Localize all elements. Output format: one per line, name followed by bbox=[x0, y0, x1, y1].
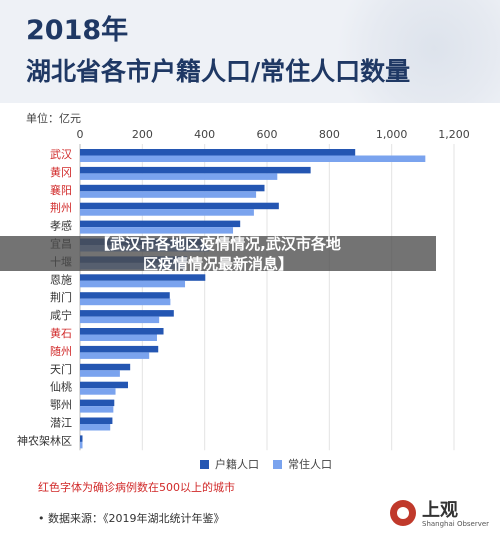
x-tick-label: 800 bbox=[319, 128, 340, 141]
x-tick-label: 0 bbox=[77, 128, 84, 141]
bar-resident bbox=[80, 424, 111, 431]
category-label: 天门 bbox=[50, 362, 72, 376]
highlight-note: 红色字体为确诊病例数在500以上的城市 bbox=[38, 481, 235, 494]
category-label: 武汉 bbox=[50, 148, 72, 161]
legend-label-resident: 常住人口 bbox=[288, 458, 332, 471]
bar-resident bbox=[80, 334, 157, 341]
bar-registered bbox=[80, 166, 311, 174]
bar-registered bbox=[80, 202, 279, 210]
category-label: 神农架林区 bbox=[17, 433, 72, 447]
category-label: 鄂州 bbox=[50, 399, 72, 412]
bar-registered bbox=[80, 363, 131, 371]
bar-registered bbox=[80, 328, 164, 335]
bar-resident bbox=[80, 280, 186, 288]
category-label: 恩施 bbox=[50, 273, 72, 286]
legend-item-resident: 常住人口 bbox=[273, 456, 332, 472]
unit-label: 单位：亿元 bbox=[26, 112, 81, 125]
data-source: • 数据来源：《2019年湖北统计年鉴》 bbox=[38, 512, 225, 525]
bar-registered bbox=[80, 399, 115, 407]
bar-resident bbox=[80, 191, 257, 198]
bar-registered bbox=[80, 381, 128, 389]
legend-swatch-registered bbox=[200, 459, 209, 469]
bar-resident bbox=[80, 155, 426, 162]
category-label: 黄冈 bbox=[50, 165, 72, 179]
category-label: 荆门 bbox=[50, 290, 72, 304]
bar-resident bbox=[80, 388, 116, 395]
bar-resident bbox=[80, 298, 171, 306]
x-tick-label: 1,200 bbox=[438, 128, 470, 141]
category-label: 荆州 bbox=[50, 202, 72, 215]
category-label: 襄阳 bbox=[50, 183, 72, 197]
bar-registered bbox=[80, 345, 159, 353]
bar-resident bbox=[80, 370, 120, 377]
bar-resident bbox=[80, 352, 150, 359]
x-tick-label: 400 bbox=[194, 128, 215, 141]
bar-resident bbox=[80, 316, 160, 324]
category-label: 孝感 bbox=[50, 220, 72, 233]
category-label: 随州 bbox=[50, 344, 72, 358]
x-tick-label: 1,000 bbox=[376, 128, 408, 141]
bar-registered bbox=[80, 435, 83, 442]
chart-year: 2018年 bbox=[26, 15, 129, 46]
chart-header: 2018年 湖北省各市户籍人口/常住人口数量 bbox=[0, 0, 500, 103]
chart-legend: 户籍人口 常住人口 bbox=[200, 456, 346, 472]
bar-resident bbox=[80, 227, 234, 234]
logo-name: 上观 bbox=[422, 500, 458, 521]
bar-registered bbox=[80, 417, 113, 424]
category-label: 咸宁 bbox=[50, 308, 72, 322]
bar-resident bbox=[80, 441, 83, 449]
header-map-watermark bbox=[320, 0, 500, 103]
category-label: 黄石 bbox=[50, 326, 72, 340]
bar-registered bbox=[80, 220, 241, 228]
legend-swatch-resident bbox=[273, 459, 282, 469]
chart-title: 湖北省各市户籍人口/常住人口数量 bbox=[26, 57, 411, 86]
bar-resident bbox=[80, 173, 278, 180]
bar-resident bbox=[80, 406, 114, 413]
headline-overlay[interactable] bbox=[0, 236, 436, 271]
publisher-logo[interactable]: 上观 Shanghai Observer bbox=[390, 496, 500, 536]
category-label: 潜江 bbox=[50, 416, 72, 430]
legend-label-registered: 户籍人口 bbox=[215, 458, 259, 471]
bar-registered bbox=[80, 184, 265, 192]
headline-line-2[interactable]: 区疫情情况最新消息】 bbox=[142, 255, 293, 273]
x-tick-label: 200 bbox=[132, 128, 153, 141]
bar-registered bbox=[80, 292, 170, 299]
legend-item-registered: 户籍人口 bbox=[200, 456, 259, 472]
headline-line-1[interactable]: 【武汉市各地区疫情情况,武汉市各地 bbox=[95, 235, 341, 253]
bar-registered bbox=[80, 149, 356, 156]
category-label: 仙桃 bbox=[50, 380, 72, 394]
bar-resident bbox=[80, 209, 254, 216]
headline-text[interactable]: 【武汉市各地区疫情情况,武汉市各地 区疫情情况最新消息】 bbox=[0, 234, 436, 274]
bar-registered bbox=[80, 310, 174, 317]
bar-registered bbox=[80, 274, 206, 281]
logo-mark-icon bbox=[390, 500, 416, 526]
logo-subtitle: Shanghai Observer bbox=[422, 520, 490, 528]
x-tick-label: 600 bbox=[257, 128, 278, 141]
